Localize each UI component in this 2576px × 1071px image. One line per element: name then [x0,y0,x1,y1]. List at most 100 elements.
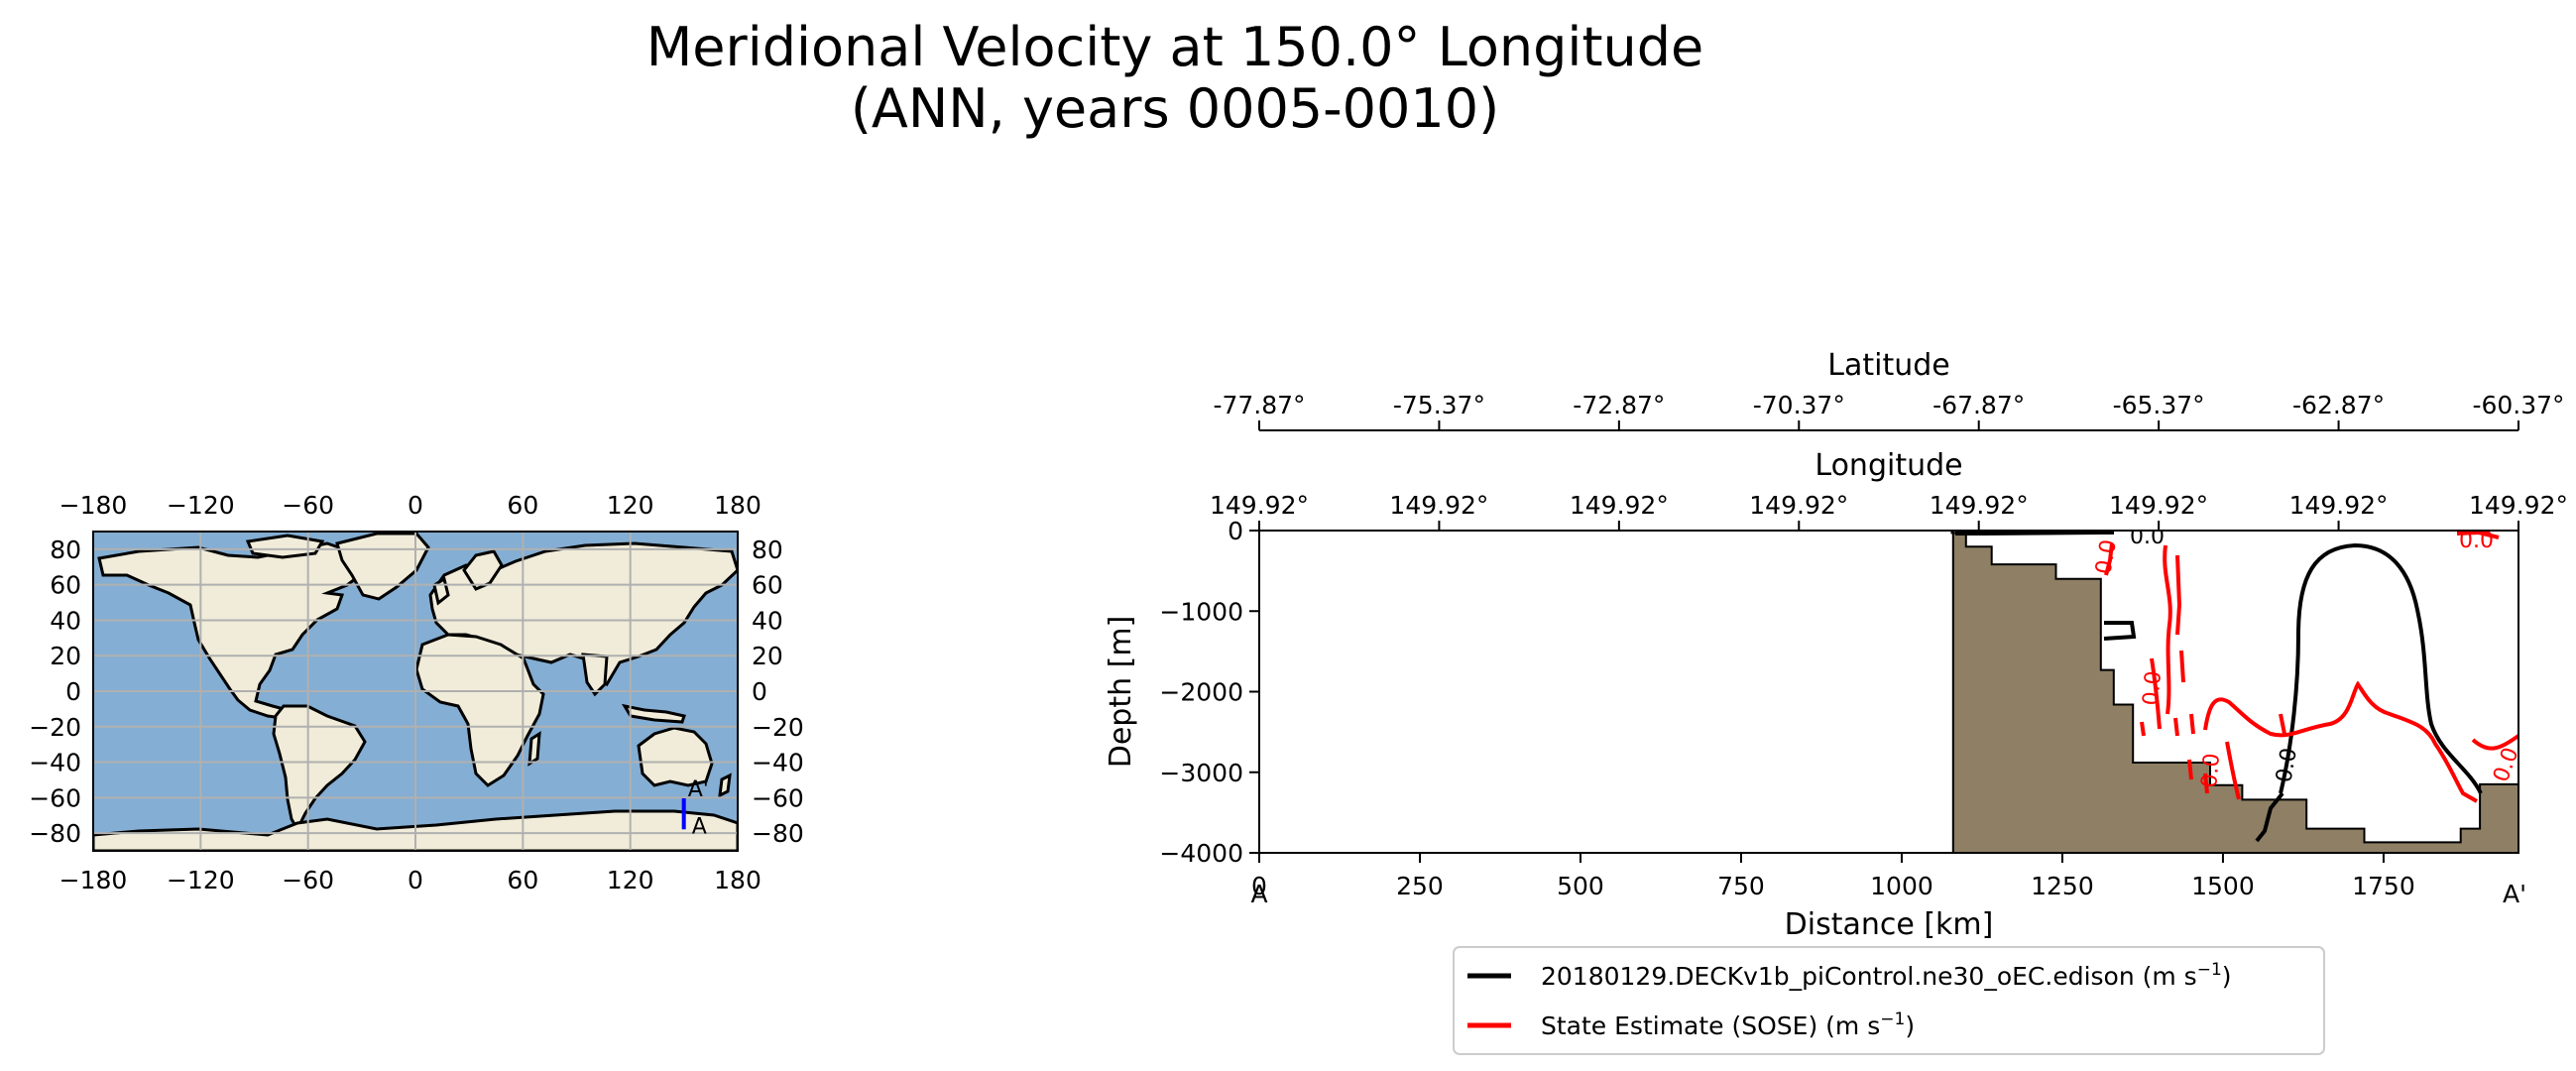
sose-contour-12 [2187,759,2193,780]
map-right-tick-label: −60 [752,783,804,812]
sose-contour-15 [2203,773,2209,794]
model-contour-plume [2279,542,2483,794]
map-bottom-tick-label: 0 [408,866,423,894]
sose-contour-1 [2104,542,2114,576]
map-left-tick-label: −40 [29,749,81,777]
map-left-tick-label: 80 [50,536,81,564]
sose-contour-10 [2225,741,2241,800]
contour-label-3: 0.0 [2139,669,2166,706]
model-contour-lower [2255,791,2284,843]
model-velocity-contours [1955,531,2483,843]
map-top-tick-label: 0 [408,491,423,520]
map-top-tick-label: 180 [714,491,761,520]
arctic-islands-land [245,534,325,559]
section-lon-tick-label: 149.92° [2469,491,2568,520]
section-x-tick-label: 250 [1396,872,1444,900]
legend-box [1453,946,2325,1055]
section-lon-tick-label: 149.92° [1930,491,2029,520]
map-top-tick-label: −120 [167,491,235,520]
section-lon-tick-label: 149.92° [1570,491,1669,520]
sose-contour-11 [2279,713,2286,735]
contour-label-5: 0.0 [2272,746,2302,784]
legend-label-model-text: 20180129.DECKv1b_piControl.ne30_oEC.edis… [1541,962,2197,991]
legend-label-sose-close: ) [1905,1012,1915,1040]
scandinavia-land [462,549,504,591]
section-lat-tick-label: -70.37° [1753,391,1845,419]
section-plot-area [1259,531,2518,853]
contour-label-2: 0.0 [2091,537,2122,576]
map-bottom-tick-label: −120 [167,866,235,894]
section-lat-tick-label: -75.37° [1393,391,1485,419]
contour-label-4: 0.0 [2197,752,2225,788]
map-bottom-tick-label: 180 [714,866,761,894]
map-right-tick-label: −20 [752,713,804,742]
map-right-tick-label: 60 [752,571,783,600]
section-lat-tick-label: -72.87° [1573,391,1665,419]
section-lat-tick-label: -77.87° [1213,391,1305,419]
section-x-axis-label: Distance [km] [1785,907,1994,942]
map-left-tick-label: −60 [29,783,81,812]
section-y-tick-label: 0 [1228,517,1243,545]
section-lon-tick-label: 149.92° [2289,491,2389,520]
map-left-tick-label: 60 [50,571,81,600]
section-y-tick-label: −3000 [1159,759,1243,787]
section-lon-tick-label: 149.92° [1389,491,1488,520]
map-bottom-tick-label: 120 [607,866,654,894]
figure-title-line-2: (ANN, years 0005-0010) [850,77,1500,140]
africa-land [414,633,545,787]
north-america-land [97,541,369,720]
map-frame [92,531,739,852]
section-lat-axis-label: Latitude [1827,348,1949,383]
sose-contour-3 [2175,554,2182,636]
section-y-tick-label: −1000 [1159,597,1243,626]
section-end-label: A' [2503,880,2526,908]
section-lon-tick-label: 149.92° [2109,491,2208,520]
section-x-tick-label: 1750 [2352,872,2415,900]
section-lat-tick-label: -60.37° [2472,391,2564,419]
map-right-tick-label: 40 [752,606,783,635]
map-top-tick-label: −180 [59,491,128,520]
sose-contour-14 [2456,531,2500,539]
sose-contour-7 [2189,713,2195,735]
legend-label-sose: State Estimate (SOSE) (m s−1) [1541,1010,1915,1040]
section-lat-tick-label: -67.87° [1932,391,2025,419]
sose-contour-9 [2173,717,2179,737]
section-y-tick-label: −4000 [1159,839,1243,868]
section-x-tick-label: 750 [1717,872,1765,900]
section-x-tick-label: 1000 [1870,872,1933,900]
legend-label-sose-exp: −1 [1880,1010,1905,1029]
meridional-velocity-section: 0.0 0.0 0.0 0.0 0.0 0.0 0.0 0 250 500 750 10… [1104,348,2568,942]
section-x-tick-label: 500 [1557,872,1604,900]
section-axes: 0 250 500 750 1000 1250 1500 1750 0 −1000 −2000 −30… [1104,348,2568,942]
map-left-tick-label: −80 [29,819,81,848]
transect-end-label: A' [688,777,709,802]
section-lon-tick-label: 149.92° [1749,491,1848,520]
section-y-tick-label: −2000 [1159,678,1243,707]
sose-velocity-contours [2104,531,2518,803]
map-bottom-tick-label: 60 [507,866,538,894]
map-right-tick-label: 80 [752,536,783,564]
map-left-tick-label: −20 [29,713,81,742]
legend-label-model-exp: −1 [2197,960,2222,980]
indonesia-land [621,703,686,724]
madagascar-land [527,731,541,767]
legend-label-model: 20180129.DECKv1b_piControl.ne30_oEC.edis… [1541,960,2232,991]
sose-contour-4 [2179,650,2185,683]
sose-contour-5 [2150,657,2162,730]
transect-location-map: A A' −180 −180 −120 −120 −60 −60 0 0 60 60 120 120 1… [29,491,804,894]
map-bottom-tick-label: −60 [282,866,334,894]
contour-label-1: 0.0 [2130,525,2165,549]
section-x-tick-label: 0 [1251,872,1267,900]
sose-contour-2 [2163,544,2172,715]
australia-land [637,726,714,787]
map-top-tick-label: 60 [507,491,538,520]
new-zealand-land [718,773,732,798]
sose-contour-6 [2203,680,2478,803]
map-right-tick-label: 20 [752,642,783,670]
figure-title-line-1: Meridional Velocity at 150.0° Longitude [645,16,1704,78]
legend-label-model-close: ) [2222,962,2232,991]
legend-label-sose-text: State Estimate (SOSE) (m s [1541,1012,1880,1040]
section-start-label: A [1250,880,1267,908]
model-contour-surface [1955,531,2114,536]
